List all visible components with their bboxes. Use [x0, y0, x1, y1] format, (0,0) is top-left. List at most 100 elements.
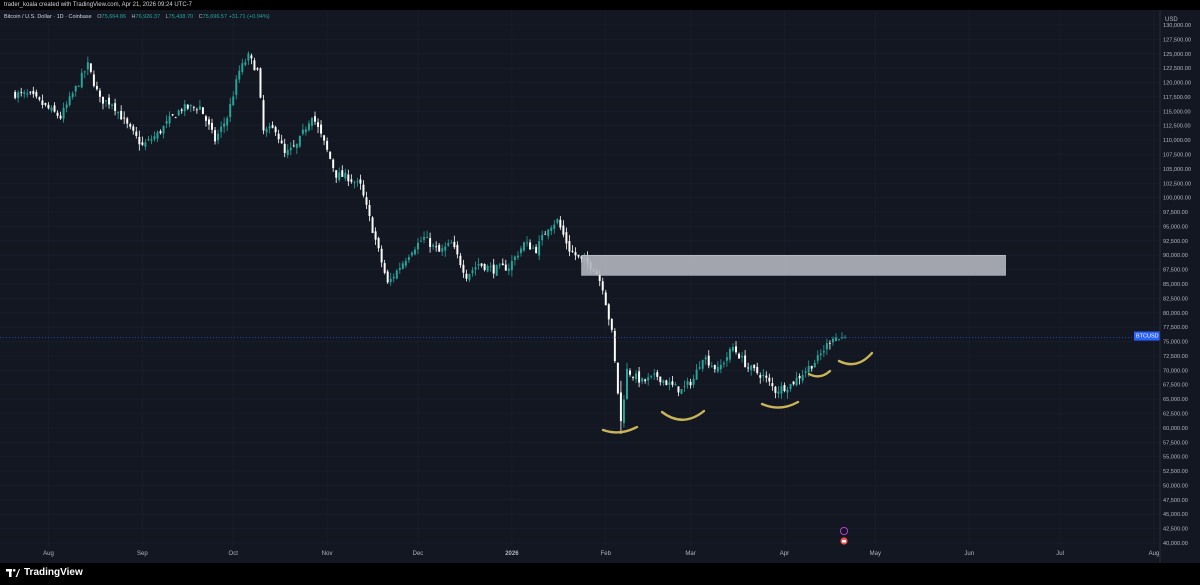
price-tick-label: 117,500.00	[1163, 95, 1191, 101]
candle-body	[341, 170, 344, 177]
candlestick-chart[interactable]: BTCUSD75,696.5707:35:32 AugSepOctNovDec2…	[0, 10, 1200, 563]
candle-body	[208, 119, 210, 125]
candle-body	[247, 53, 250, 61]
candle-body	[659, 376, 662, 383]
branding-bar	[0, 563, 1200, 585]
candle-body	[438, 244, 441, 252]
candle-body	[292, 145, 295, 147]
attribution-text: trader_koala created with TradingView.co…	[4, 2, 192, 8]
low-label: L	[165, 14, 169, 20]
candle-body	[201, 107, 204, 115]
candle-body	[774, 386, 777, 393]
price-tick-label: 70,000.00	[1163, 368, 1188, 374]
candle-body	[180, 109, 183, 111]
high-label: H	[131, 14, 136, 20]
candle-body	[105, 100, 107, 102]
candle-body	[441, 248, 444, 252]
candle-body	[74, 85, 77, 92]
candle-body	[204, 116, 207, 121]
price-tick-label: 80,000.00	[1163, 311, 1188, 317]
candle-body	[198, 106, 201, 110]
candle-body	[83, 71, 86, 73]
price-tick-label: 100,000.00	[1163, 196, 1191, 202]
event-marker-icon	[840, 527, 849, 536]
candle-body	[416, 242, 419, 250]
candle-body	[744, 355, 747, 367]
time-tick-label: Jun	[964, 551, 974, 557]
candle-body	[238, 70, 241, 80]
change-value: +31.71 (+0.04%)	[228, 14, 270, 20]
candle-body	[192, 107, 195, 108]
higher-low-annotation	[601, 425, 639, 434]
candle-body	[841, 337, 844, 339]
price-tick-label: 105,000.00	[1163, 167, 1191, 173]
close-value: 75,696.57	[202, 14, 228, 20]
candle-body	[286, 149, 289, 156]
candle-body	[644, 379, 647, 382]
higher-low-annotation	[760, 400, 800, 409]
candle-body	[159, 131, 162, 134]
candle-body	[492, 264, 495, 274]
candle-body	[538, 241, 541, 256]
candle-body	[504, 264, 507, 271]
candle-body	[725, 357, 728, 361]
open-value: 75,664.86	[101, 14, 127, 20]
candle-body	[674, 384, 677, 386]
candle-body	[616, 362, 619, 394]
candle-body	[329, 151, 332, 159]
price-tick-label: 95,000.00	[1163, 224, 1188, 230]
candle-body	[189, 105, 192, 107]
candle-body	[386, 271, 389, 283]
candle-body	[553, 224, 556, 229]
candle-body	[277, 133, 280, 140]
candle-body	[671, 381, 674, 385]
candle-body	[601, 281, 604, 291]
candle-body	[141, 142, 144, 145]
price-tick-label: 102,500.00	[1163, 181, 1191, 187]
candle-body	[174, 117, 177, 119]
candle-body	[741, 356, 744, 358]
candle-body	[241, 63, 244, 72]
candle-body	[810, 365, 813, 369]
candle-body	[423, 236, 426, 240]
candle-body	[362, 184, 365, 196]
attribution-bar: trader_koala created with TradingView.co…	[0, 0, 1200, 10]
price-tick-label: 110,000.00	[1163, 138, 1191, 144]
candle-body	[838, 339, 840, 340]
candle-body	[798, 376, 801, 379]
candle-body	[529, 242, 532, 250]
candle-body	[544, 233, 547, 235]
candle-body	[383, 263, 386, 273]
candle-body	[710, 365, 713, 367]
candle-body	[716, 366, 719, 372]
time-tick-label: May	[870, 551, 881, 557]
candle-body	[432, 244, 435, 247]
candle-body	[435, 246, 438, 248]
time-tick-label: 2026	[505, 551, 519, 557]
candle-body	[114, 103, 117, 111]
candle-body	[244, 62, 247, 65]
candle-body	[29, 91, 32, 93]
candle-body	[304, 129, 307, 133]
candle-body	[813, 362, 816, 368]
candle-body	[274, 127, 277, 133]
candle-body	[44, 103, 47, 105]
candle-body	[547, 229, 550, 237]
candle-body	[783, 385, 786, 392]
candle-body	[398, 268, 401, 270]
low-value: 75,438.70	[168, 14, 194, 20]
candle-body	[232, 96, 235, 106]
candle-body	[665, 380, 668, 386]
candle-body	[256, 68, 259, 70]
candle-body	[404, 260, 407, 266]
candle-body	[147, 139, 150, 141]
candle-body	[483, 264, 486, 270]
candle-body	[253, 60, 256, 71]
candle-body	[92, 74, 95, 86]
price-tick-label: 122,500.00	[1163, 66, 1191, 72]
candle-body	[701, 359, 704, 369]
price-tick-label: 62,500.00	[1163, 412, 1188, 418]
candle-body	[477, 264, 480, 266]
candle-body	[250, 55, 253, 59]
candle-body	[795, 377, 798, 386]
